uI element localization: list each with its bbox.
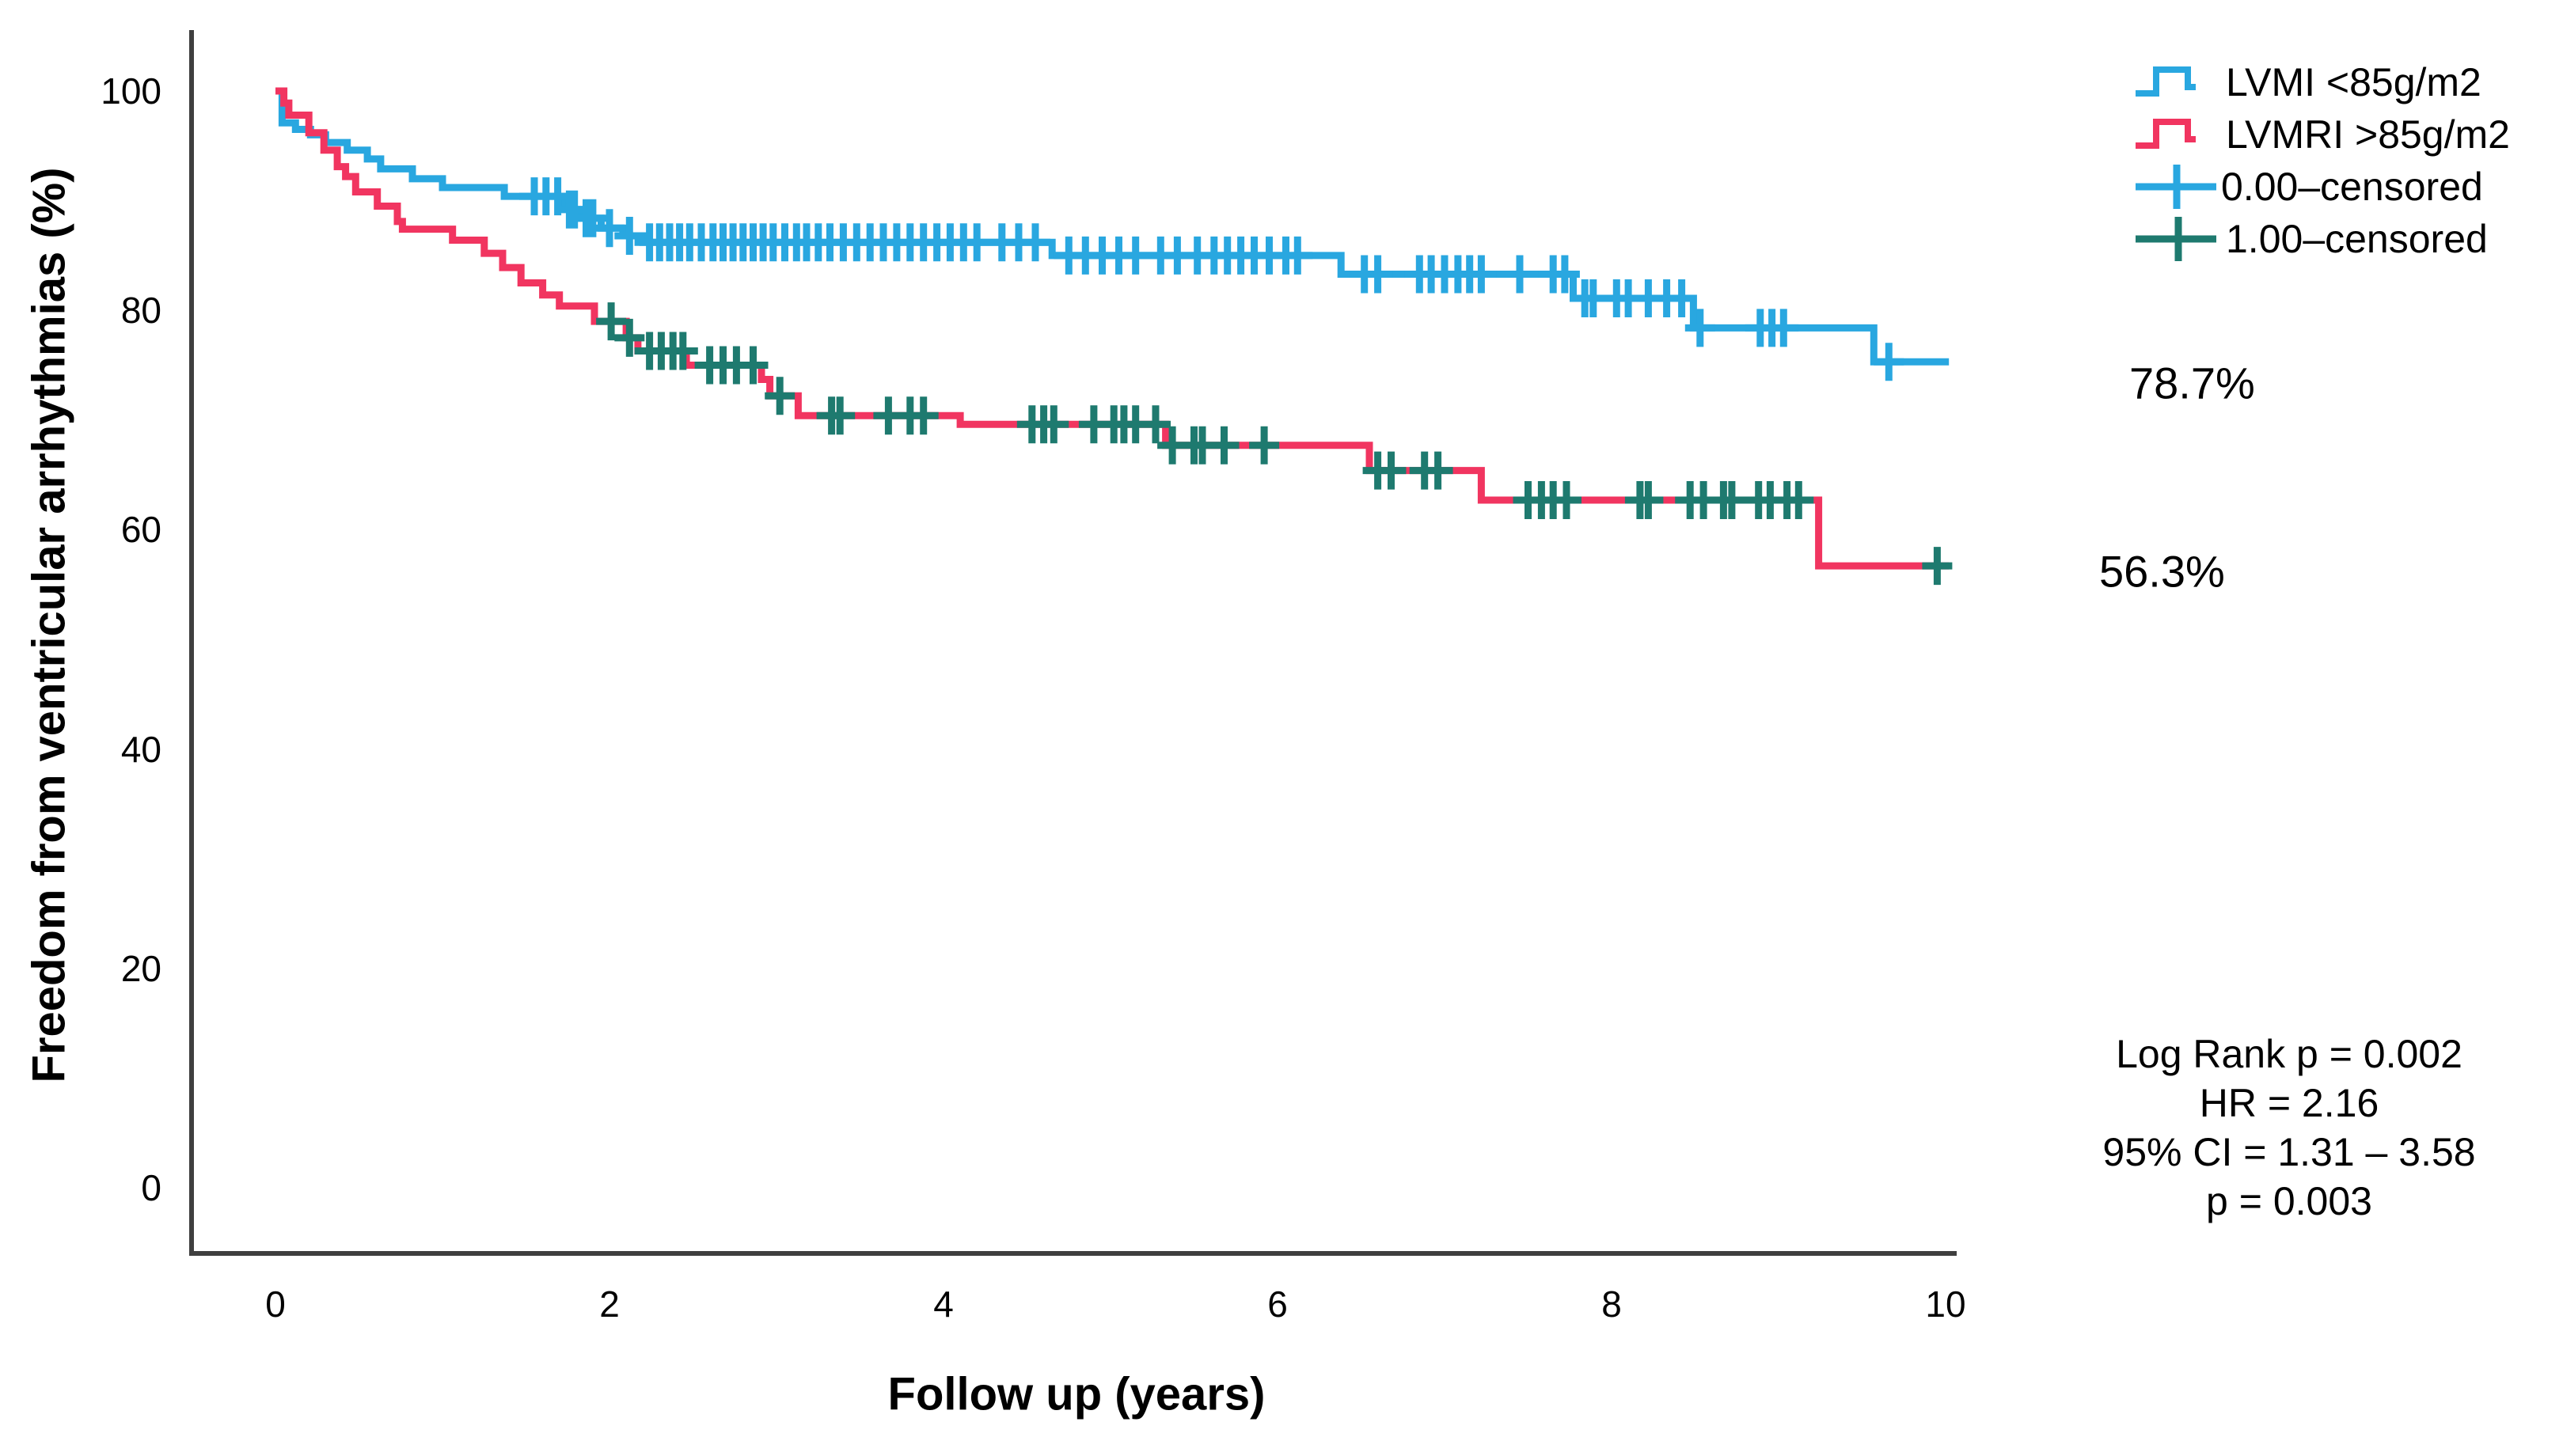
survival-curve-group1 (275, 87, 1950, 570)
y-tick-label-40: 40 (121, 729, 161, 770)
stats-log-rank: Log Rank p = 0.002 (2116, 1032, 2462, 1076)
legend: LVMI <85g/m2 LVMRI >85g/m2 0.00–censored… (2136, 60, 2510, 261)
censor-marks-group1 (596, 302, 1953, 586)
annotation-group0-final-estimate: 78.7% (2129, 358, 2255, 408)
statistics-block: Log Rank p = 0.002 HR = 2.16 95% CI = 1.… (2102, 1032, 2475, 1223)
y-tick-label-80: 80 (121, 290, 161, 331)
x-tick-label-4: 4 (933, 1283, 954, 1325)
stats-p-value: p = 0.003 (2206, 1179, 2372, 1223)
y-tick-label-20: 20 (121, 948, 161, 989)
x-tick-label-2: 2 (599, 1283, 620, 1325)
legend-sample-censor-mark-1 (2136, 217, 2216, 261)
legend-label-censored-0: 0.00–censored (2221, 165, 2483, 209)
y-axis-tick-labels: 100 80 60 40 20 0 (101, 70, 161, 1208)
legend-sample-censor-mark-0 (2136, 165, 2216, 209)
x-tick-label-0: 0 (265, 1283, 286, 1325)
x-axis-tick-labels: 0 2 4 6 8 10 (265, 1283, 1965, 1325)
stats-hazard-ratio: HR = 2.16 (2200, 1081, 2379, 1125)
y-axis-title: Freedom from ventricular arrhythmias (%) (24, 167, 75, 1083)
y-tick-label-60: 60 (121, 509, 161, 550)
legend-sample-step-line-group1 (2136, 119, 2196, 149)
x-tick-label-10: 10 (1925, 1283, 1965, 1325)
legend-label-group0: LVMI <85g/m2 (2226, 60, 2481, 104)
x-tick-label-8: 8 (1601, 1283, 1622, 1325)
annotation-group1-final-estimate: 56.3% (2099, 547, 2225, 597)
y-tick-label-100: 100 (101, 70, 161, 112)
x-tick-label-6: 6 (1267, 1283, 1288, 1325)
survival-curves-layer (275, 87, 1953, 586)
x-axis-title: Follow up (years) (888, 1369, 1266, 1420)
legend-label-group1: LVMRI >85g/m2 (2226, 112, 2510, 157)
censor-marks-group0 (519, 177, 1904, 381)
legend-sample-step-line-group0 (2136, 66, 2196, 97)
axes (189, 30, 1957, 1256)
stats-confidence-interval: 95% CI = 1.31 – 3.58 (2102, 1130, 2475, 1174)
y-tick-label-0: 0 (141, 1167, 161, 1208)
legend-label-censored-1: 1.00–censored (2226, 217, 2488, 261)
